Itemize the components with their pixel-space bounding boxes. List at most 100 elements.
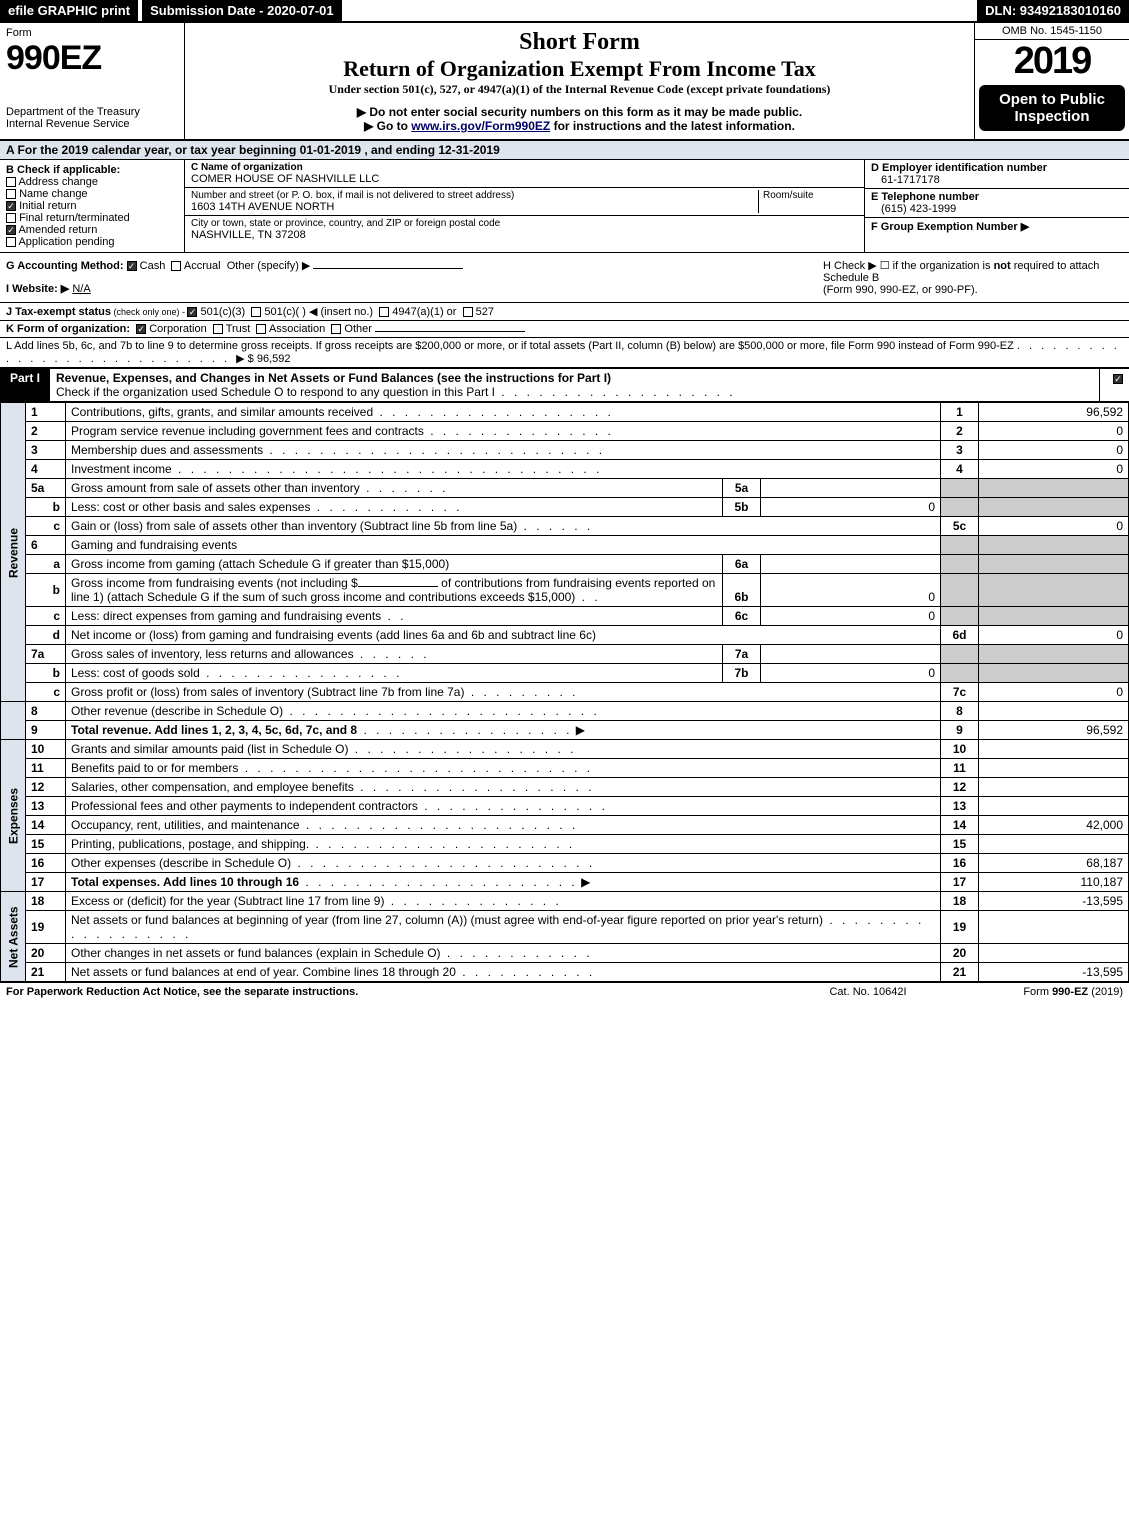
line-1-desc: Contributions, gifts, grants, and simila… (66, 403, 941, 422)
revenue-table: Revenue 1 Contributions, gifts, grants, … (0, 402, 1129, 982)
line-7b-value: 0 (761, 664, 941, 683)
line-9-desc: Total revenue. Add lines 1, 2, 3, 4, 5c,… (66, 721, 941, 740)
catalog-number: Cat. No. 10642I (793, 986, 943, 998)
line-1-value: 96,592 (979, 403, 1129, 422)
line-15-value (979, 835, 1129, 854)
under-section-text: Under section 501(c), 527, or 4947(a)(1)… (195, 82, 964, 97)
line-17-value: 110,187 (979, 873, 1129, 892)
form-of-org-row: K Form of organization: ✓ Corporation Tr… (0, 321, 1129, 338)
line-18-value: -13,595 (979, 892, 1129, 911)
line-15-desc: Printing, publications, postage, and shi… (66, 835, 941, 854)
section-b-header: B Check if applicable: (6, 164, 178, 176)
checkbox-final-return[interactable]: Final return/terminated (6, 212, 178, 224)
checkbox-corporation[interactable]: ✓ (136, 324, 146, 334)
checkbox-4947[interactable] (379, 307, 389, 317)
line-6a-desc: Gross income from gaming (attach Schedul… (66, 555, 723, 574)
line-16-desc: Other expenses (describe in Schedule O) … (66, 854, 941, 873)
line-8-desc: Other revenue (describe in Schedule O) .… (66, 702, 941, 721)
line-6b-desc: Gross income from fundraising events (no… (66, 574, 723, 607)
checkbox-application-pending[interactable]: Application pending (6, 236, 178, 248)
line-7a-value (761, 645, 941, 664)
line-6c-value: 0 (761, 607, 941, 626)
gross-receipts-row: L Add lines 5b, 6c, and 7b to line 9 to … (0, 338, 1129, 368)
accounting-method-row: G Accounting Method: ✓ Cash Accrual Othe… (0, 253, 1129, 303)
tax-year: 2019 (975, 40, 1129, 83)
irs-label: Internal Revenue Service (6, 118, 178, 130)
line-10-value (979, 740, 1129, 759)
checkbox-amended-return[interactable]: ✓ Amended return (6, 224, 178, 236)
ssn-warning: ▶ Do not enter social security numbers o… (195, 105, 964, 119)
line-6a-value (761, 555, 941, 574)
section-b-checkboxes: B Check if applicable: Address change Na… (0, 160, 185, 252)
gross-receipts-value: $ 96,592 (248, 353, 291, 365)
form-label: Form (6, 27, 178, 39)
section-h-note: H Check ▶ ☐ if the organization is not r… (823, 259, 1123, 296)
line-21-value: -13,595 (979, 963, 1129, 982)
line-7a-desc: Gross sales of inventory, less returns a… (66, 645, 723, 664)
irs-link[interactable]: www.irs.gov/Form990EZ (411, 119, 550, 133)
line-19-value (979, 911, 1129, 944)
line-5b-value: 0 (761, 498, 941, 517)
line-19-desc: Net assets or fund balances at beginning… (66, 911, 941, 944)
revenue-side-label: Revenue (1, 403, 26, 702)
line-7c-value: 0 (979, 683, 1129, 702)
checkbox-501c3[interactable]: ✓ (187, 307, 197, 317)
checkbox-initial-return[interactable]: ✓ Initial return (6, 200, 178, 212)
line-4-desc: Investment income . . . . . . . . . . . … (66, 460, 941, 479)
checkbox-trust[interactable] (213, 324, 223, 334)
org-address-cell: Number and street (or P. O. box, if mail… (185, 188, 864, 216)
line-3-value: 0 (979, 441, 1129, 460)
line-17-desc: Total expenses. Add lines 10 through 16 … (66, 873, 941, 892)
org-name-value: COMER HOUSE OF NASHVILLE LLC (191, 173, 858, 185)
line-7b-desc: Less: cost of goods sold . . . . . . . .… (66, 664, 723, 683)
line-5a-value (761, 479, 941, 498)
part-i-header: Part I Revenue, Expenses, and Changes in… (0, 368, 1129, 402)
tax-exempt-status-row: J Tax-exempt status (check only one) - ✓… (0, 303, 1129, 321)
line-11-value (979, 759, 1129, 778)
line-5b-desc: Less: cost or other basis and sales expe… (66, 498, 723, 517)
line-12-value (979, 778, 1129, 797)
line-6b-value: 0 (761, 574, 941, 607)
telephone-value: (615) 423-1999 (871, 203, 1123, 215)
net-assets-side-label: Net Assets (1, 892, 26, 982)
part-i-badge: Part I (0, 369, 50, 401)
checkbox-schedule-o[interactable]: ✓ (1113, 374, 1123, 384)
checkbox-other-org[interactable] (331, 324, 341, 334)
line-3-desc: Membership dues and assessments . . . . … (66, 441, 941, 460)
checkbox-cash[interactable]: ✓ (127, 261, 137, 271)
short-form-title: Short Form (195, 29, 964, 56)
org-name-cell: C Name of organization COMER HOUSE OF NA… (185, 160, 864, 188)
line-7c-desc: Gross profit or (loss) from sales of inv… (66, 683, 941, 702)
checkbox-501c[interactable] (251, 307, 261, 317)
form-header: Form 990EZ Department of the Treasury In… (0, 23, 1129, 141)
line-2-desc: Program service revenue including govern… (66, 422, 941, 441)
line-14-value: 42,000 (979, 816, 1129, 835)
line-6-desc: Gaming and fundraising events (66, 536, 941, 555)
checkbox-accrual[interactable] (171, 261, 181, 271)
omb-number: OMB No. 1545-1150 (975, 23, 1129, 40)
org-address-value: 1603 14TH AVENUE NORTH (191, 201, 758, 213)
line-4-value: 0 (979, 460, 1129, 479)
line-2-value: 0 (979, 422, 1129, 441)
org-city-cell: City or town, state or province, country… (185, 216, 864, 243)
goto-instructions: ▶ Go to www.irs.gov/Form990EZ for instru… (195, 119, 964, 133)
line-18-desc: Excess or (deficit) for the year (Subtra… (66, 892, 941, 911)
page-footer: For Paperwork Reduction Act Notice, see … (0, 982, 1129, 1001)
expenses-side-label: Expenses (1, 740, 26, 892)
checkbox-name-change[interactable]: Name change (6, 188, 178, 200)
line-13-value (979, 797, 1129, 816)
ein-cell: D Employer identification number 61-1717… (865, 160, 1129, 189)
line-11-desc: Benefits paid to or for members . . . . … (66, 759, 941, 778)
checkbox-association[interactable] (256, 324, 266, 334)
org-city-value: NASHVILLE, TN 37208 (191, 229, 858, 241)
paperwork-notice: For Paperwork Reduction Act Notice, see … (6, 986, 793, 998)
checkbox-527[interactable] (463, 307, 473, 317)
line-21-desc: Net assets or fund balances at end of ye… (66, 963, 941, 982)
line-20-desc: Other changes in net assets or fund bala… (66, 944, 941, 963)
return-title: Return of Organization Exempt From Incom… (195, 56, 964, 82)
form-code: 990EZ (6, 39, 178, 78)
efile-print-button[interactable]: efile GRAPHIC print (0, 0, 138, 21)
open-to-public-badge: Open to Public Inspection (979, 85, 1125, 131)
line-20-value (979, 944, 1129, 963)
checkbox-address-change[interactable]: Address change (6, 176, 178, 188)
